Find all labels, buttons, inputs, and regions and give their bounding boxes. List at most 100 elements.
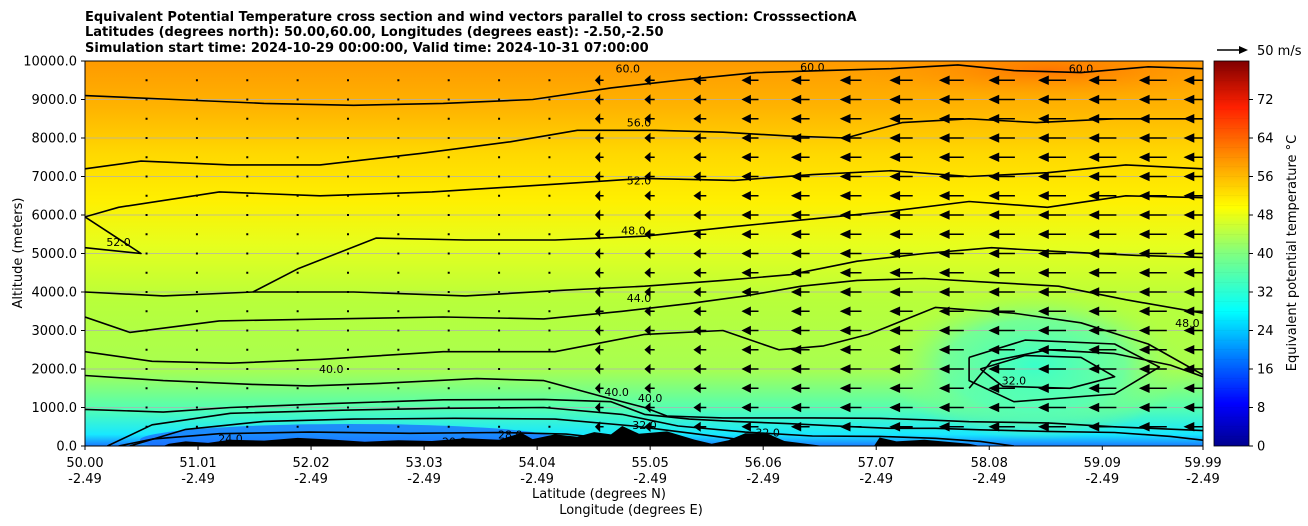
wind-vector-19-1 xyxy=(1088,402,1117,413)
wind-vector-16-2 xyxy=(938,383,964,393)
wind-vector-14-4 xyxy=(839,345,862,355)
wind-vector-17-7 xyxy=(988,287,1015,297)
wind-vector-19-14 xyxy=(1088,152,1117,162)
wind-vector-6-2 xyxy=(447,387,450,390)
wind-vector-6-16 xyxy=(447,117,450,120)
wind-vector-12-18 xyxy=(741,75,759,86)
wind-vector-11-12 xyxy=(693,190,707,201)
colorbar-ticks: 0 8 16 24 32 40 48 56 64 72 xyxy=(1249,93,1274,455)
wind-vector-0-2 xyxy=(145,387,148,390)
x-tick-lon-1: -2.49 xyxy=(181,472,215,487)
wind-vector-20-5 xyxy=(1138,325,1167,336)
wind-vector-10-1 xyxy=(644,402,655,413)
wind-vector-18-5 xyxy=(1038,325,1066,336)
colorbar-tick-label-2: 16 xyxy=(1257,363,1274,378)
wind-vector-11-10 xyxy=(693,229,707,240)
wind-vector-5-18 xyxy=(397,79,400,82)
wind-vector-2-1 xyxy=(246,406,249,409)
wind-vector-2-0 xyxy=(246,425,249,428)
wind-vector-10-0 xyxy=(644,421,655,432)
contour-60-14 xyxy=(85,64,1203,107)
wind-vector-12-8 xyxy=(741,267,759,278)
wind-vector-9-14 xyxy=(594,151,604,163)
y-tick-label-3: 3000.0 xyxy=(32,324,78,339)
wind-vector-15-7 xyxy=(889,287,913,297)
x-tick-lon-4: -2.49 xyxy=(520,472,554,487)
wind-vector-18-3 xyxy=(1038,364,1066,374)
contour-label-13: 48.0 xyxy=(1175,317,1200,330)
wind-vector-6-10 xyxy=(447,233,450,236)
contour-labels: 60.0 60.0 60.0 56.0 52.0 48.0 44.0 40.0 40.0 40.0… xyxy=(106,61,1200,446)
wind-vector-12-9 xyxy=(741,248,759,259)
wind-vector-5-5 xyxy=(397,329,400,332)
wind-vector-2-8 xyxy=(246,271,249,274)
wind-vector-12-11 xyxy=(741,210,759,220)
wind-vector-15-15 xyxy=(889,133,913,143)
wind-vector-7-3 xyxy=(498,368,501,370)
colorbar-tick-label-6: 48 xyxy=(1257,209,1274,224)
wind-vector-8-10 xyxy=(548,233,551,236)
wind-vector-16-16 xyxy=(938,114,964,124)
x-tick-lat-8: 58.08 xyxy=(971,456,1008,471)
wind-vector-14-2 xyxy=(839,383,862,393)
wind-vector-16-17 xyxy=(938,94,964,105)
wind-vector-8-2 xyxy=(548,387,551,390)
wind-vector-17-0 xyxy=(988,422,1015,432)
wind-vector-19-0 xyxy=(1088,422,1117,432)
contour-label-7: 40.0 xyxy=(319,363,344,376)
wind-vector-15-2 xyxy=(889,383,913,393)
wind-vector-7-18 xyxy=(498,79,501,82)
colorbar-label: Equivalent potential temperature °C xyxy=(1285,135,1300,371)
wind-vector-13-18 xyxy=(790,75,810,85)
wind-vector-14-0 xyxy=(839,422,862,432)
wind-vector-7-2 xyxy=(498,387,501,390)
wind-vector-7-11 xyxy=(498,214,501,216)
wind-vector-9-11 xyxy=(594,209,604,221)
wind-vector-3-5 xyxy=(296,329,299,332)
wind-vector-18-16 xyxy=(1038,114,1066,124)
wind-vector-13-16 xyxy=(790,114,810,124)
wind-vector-9-16 xyxy=(594,113,604,125)
wind-vector-18-9 xyxy=(1038,248,1066,259)
wind-vector-7-9 xyxy=(498,252,501,255)
wind-vector-4-2 xyxy=(346,387,349,390)
wind-vector-11-4 xyxy=(693,344,707,355)
wind-vector-8-9 xyxy=(548,252,551,255)
wind-vector-13-3 xyxy=(790,364,810,374)
y-tick-label-9: 9000.0 xyxy=(32,93,78,108)
wind-vector-16-4 xyxy=(938,345,964,355)
wind-vector-0-3 xyxy=(145,368,148,370)
wind-vector-18-2 xyxy=(1038,383,1066,393)
wind-vector-11-16 xyxy=(693,113,707,124)
wind-vector-3-8 xyxy=(296,271,299,274)
wind-vector-0-1 xyxy=(145,406,148,409)
wind-vector-11-13 xyxy=(693,171,707,182)
wind-vector-1-6 xyxy=(195,310,198,313)
wind-vector-13-14 xyxy=(790,152,810,162)
wind-vector-4-15 xyxy=(346,137,349,139)
wind-vector-13-5 xyxy=(790,325,810,336)
wind-vector-17-17 xyxy=(988,94,1015,105)
contour-28-1 xyxy=(129,417,802,446)
wind-vector-19-8 xyxy=(1088,268,1117,278)
wind-vector-2-12 xyxy=(246,194,249,197)
wind-vector-3-1 xyxy=(296,406,299,409)
wind-vector-16-10 xyxy=(938,229,964,239)
wind-vector-17-9 xyxy=(988,248,1015,259)
wind-vector-8-7 xyxy=(548,291,551,293)
wind-vector-8-8 xyxy=(548,271,551,274)
wind-vector-19-3 xyxy=(1088,364,1117,374)
wind-vector-20-9 xyxy=(1138,248,1167,259)
wind-vector-16-14 xyxy=(938,152,964,162)
wind-vector-0-10 xyxy=(145,233,148,236)
title-line-3: Simulation start time: 2024-10-29 00:00:… xyxy=(85,41,649,56)
wind-vector-18-4 xyxy=(1038,345,1066,355)
wind-vector-3-12 xyxy=(296,194,299,197)
wind-vector-1-5 xyxy=(195,329,198,332)
wind-vector-15-9 xyxy=(889,248,913,259)
wind-vector-13-8 xyxy=(790,268,810,278)
colorbar-tick-label-7: 56 xyxy=(1257,170,1274,185)
wind-vector-20-1 xyxy=(1138,402,1167,413)
wind-vector-6-15 xyxy=(447,137,450,139)
